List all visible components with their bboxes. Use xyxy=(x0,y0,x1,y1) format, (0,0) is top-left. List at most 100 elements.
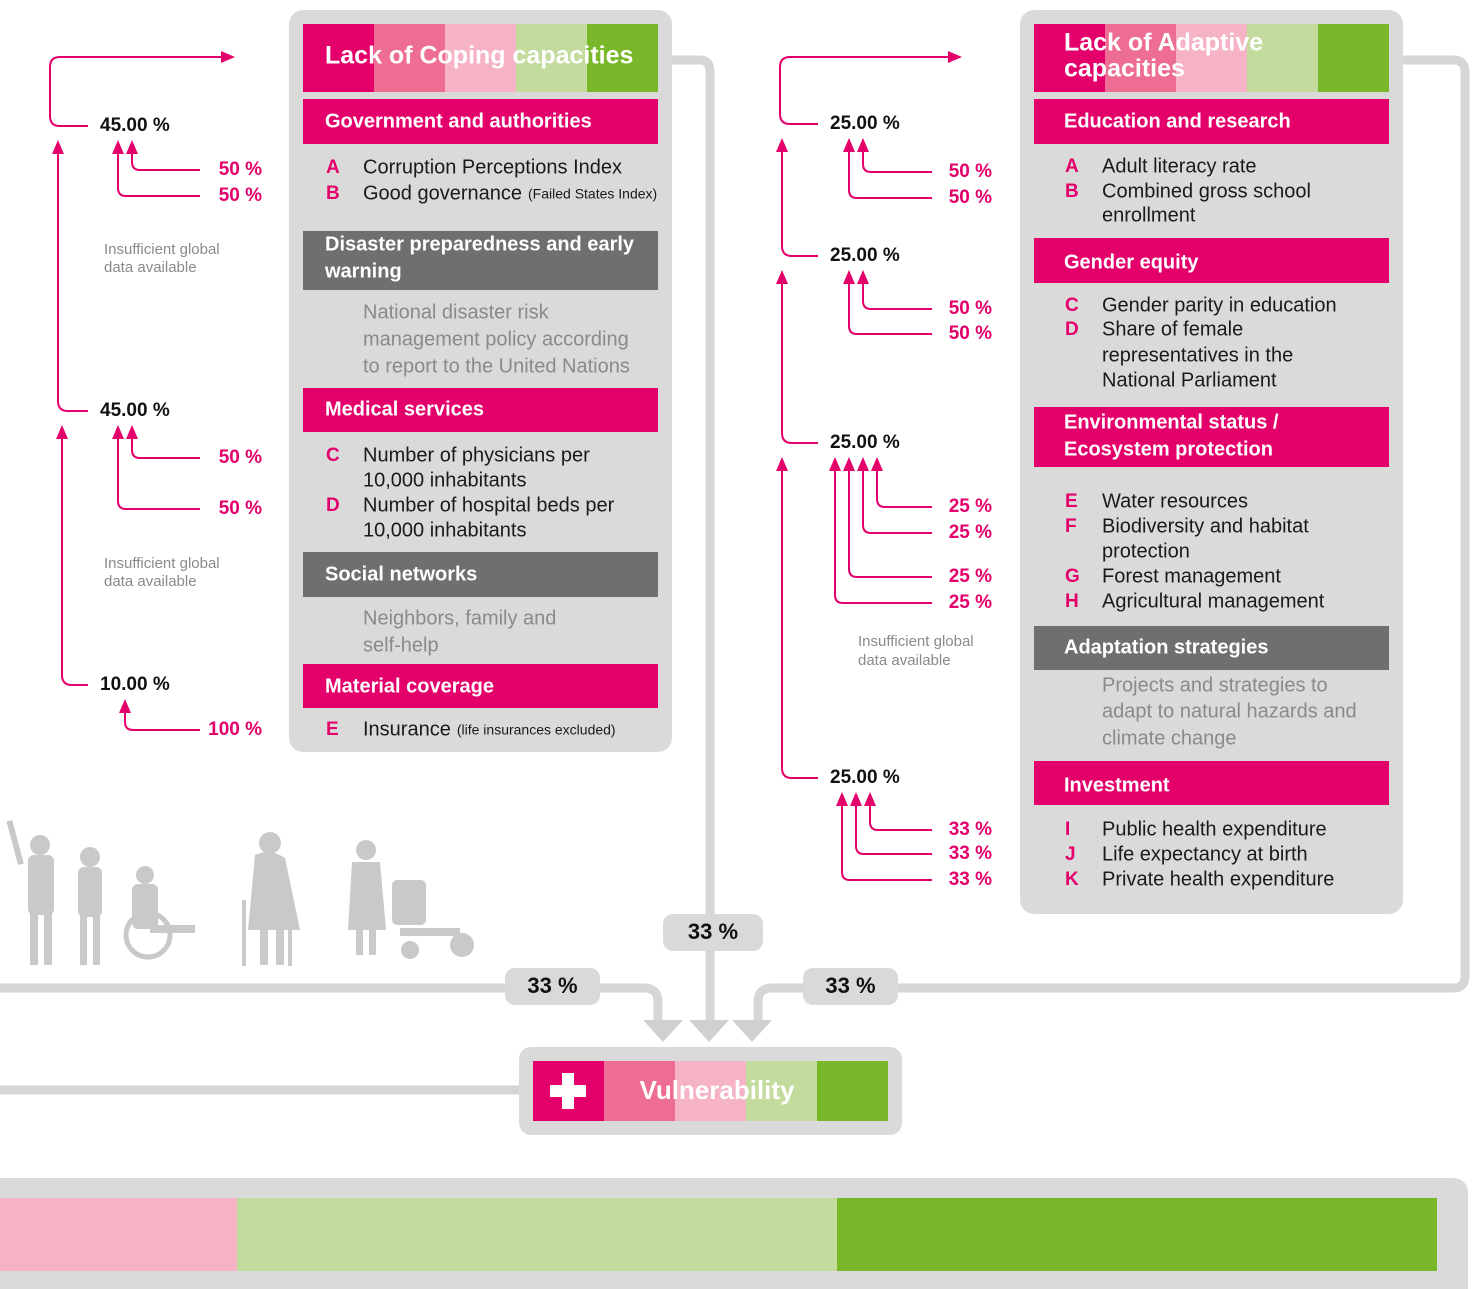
weight-line xyxy=(834,469,932,604)
arrowhead xyxy=(776,270,788,284)
section-bar xyxy=(303,99,658,144)
weight-pill xyxy=(663,914,763,951)
indicator-text: Number of physicians per xyxy=(363,444,590,466)
header-stripe xyxy=(1034,24,1105,92)
arrowhead xyxy=(126,425,138,439)
weight-part: 50 % xyxy=(219,159,262,180)
header-stripe xyxy=(445,24,516,92)
section-title: Social networks xyxy=(325,563,477,585)
header-stripe xyxy=(1105,24,1176,92)
weight-part: 50 % xyxy=(219,447,262,468)
indicator-text: Public health expenditure xyxy=(1102,818,1327,840)
section-description: management policy according xyxy=(363,328,629,350)
weight-line xyxy=(876,469,932,508)
section-title: Government and authorities xyxy=(325,110,592,132)
indicator-letter: I xyxy=(1065,819,1070,840)
panel-title: capacities xyxy=(1064,55,1185,83)
section-title: Environmental status / xyxy=(1064,411,1279,433)
arrowhead xyxy=(864,792,876,806)
section-description: climate change xyxy=(1102,727,1237,749)
weight-line xyxy=(781,469,818,779)
weight-line xyxy=(131,437,200,459)
weight-part: 33 % xyxy=(949,819,992,840)
weight-line xyxy=(57,152,88,412)
weight-line xyxy=(117,437,200,510)
weight-line xyxy=(862,150,932,173)
section-title: Medical services xyxy=(325,398,484,420)
section-bar xyxy=(303,552,658,597)
indicator-letter: K xyxy=(1065,869,1079,890)
section-description: to report to the United Nations xyxy=(363,355,630,377)
header-stripe xyxy=(1318,24,1389,92)
section-title: Gender equity xyxy=(1064,251,1199,273)
weight-value: 45.00 % xyxy=(100,400,170,421)
indicator-text: 10,000 inhabitants xyxy=(363,469,526,491)
section-bar xyxy=(303,231,658,290)
data-note: Insufficient global xyxy=(104,555,220,572)
section-title: Ecosystem protection xyxy=(1064,438,1273,460)
bottom-stripe xyxy=(237,1198,837,1271)
arrowhead xyxy=(836,792,848,806)
header-stripe xyxy=(374,24,445,92)
weight-part: 50 % xyxy=(219,185,262,206)
weight-line xyxy=(779,56,950,125)
arrowhead xyxy=(843,457,855,471)
arrowhead xyxy=(112,140,124,154)
weight-part: 25 % xyxy=(949,496,992,517)
people-silhouettes xyxy=(6,819,474,966)
weight-part: 33 % xyxy=(949,869,992,890)
connector-arrow xyxy=(643,1020,683,1042)
arrowhead xyxy=(843,138,855,152)
weight-line xyxy=(848,469,932,578)
section-description: Neighbors, family and xyxy=(363,607,556,629)
indicator-letter: B xyxy=(1065,181,1079,202)
indicator-letter: H xyxy=(1065,591,1079,612)
indicator-letter: F xyxy=(1065,516,1077,537)
arrowhead xyxy=(119,699,131,713)
section-title: Adaptation strategies xyxy=(1064,636,1268,658)
result-stripe xyxy=(746,1061,817,1121)
indicator-letter: A xyxy=(326,157,340,178)
weight-part: 100 % xyxy=(208,719,262,740)
result-stripe xyxy=(604,1061,675,1121)
indicator-letter: E xyxy=(1065,491,1078,512)
connector-arrow xyxy=(689,1020,729,1042)
indicator-letter: C xyxy=(1065,295,1079,316)
arrowhead xyxy=(112,425,124,439)
data-note: Insufficient global xyxy=(858,633,974,650)
data-note: data available xyxy=(104,259,197,276)
arrowhead xyxy=(221,51,235,63)
indicator-letter: D xyxy=(1065,319,1079,340)
weight-line xyxy=(781,282,818,444)
indicator-text: Good governance xyxy=(363,182,522,204)
weight-part: 50 % xyxy=(949,298,992,319)
weight-line xyxy=(848,282,932,335)
arrowhead xyxy=(850,792,862,806)
section-bar xyxy=(1034,99,1389,144)
section-title: Material coverage xyxy=(325,675,494,697)
section-description: adapt to natural hazards and xyxy=(1102,700,1357,722)
weight-part: 25 % xyxy=(949,566,992,587)
section-title: Investment xyxy=(1064,774,1170,796)
indicator-text: Adult literacy rate xyxy=(1102,155,1257,177)
section-title: Education and research xyxy=(1064,110,1291,132)
weight-pill-label: 33 % xyxy=(688,919,738,944)
arrowhead xyxy=(52,140,64,154)
weight-part: 50 % xyxy=(949,187,992,208)
weight-value: 25.00 % xyxy=(830,113,900,134)
weight-line xyxy=(862,282,932,310)
weight-line xyxy=(131,152,200,171)
indicator-letter: G xyxy=(1065,566,1080,587)
header-stripe xyxy=(1247,24,1318,92)
indicator-text: Combined gross school xyxy=(1102,180,1311,202)
bottom-stripe xyxy=(837,1198,1437,1271)
data-note: data available xyxy=(858,652,951,669)
indicator-text: protection xyxy=(1102,540,1190,562)
section-bar xyxy=(1034,407,1389,467)
arrowhead xyxy=(776,457,788,471)
weight-line xyxy=(862,469,932,534)
weight-pill-label: 33 % xyxy=(825,973,875,998)
weight-part: 50 % xyxy=(949,161,992,182)
weight-part: 50 % xyxy=(949,323,992,344)
